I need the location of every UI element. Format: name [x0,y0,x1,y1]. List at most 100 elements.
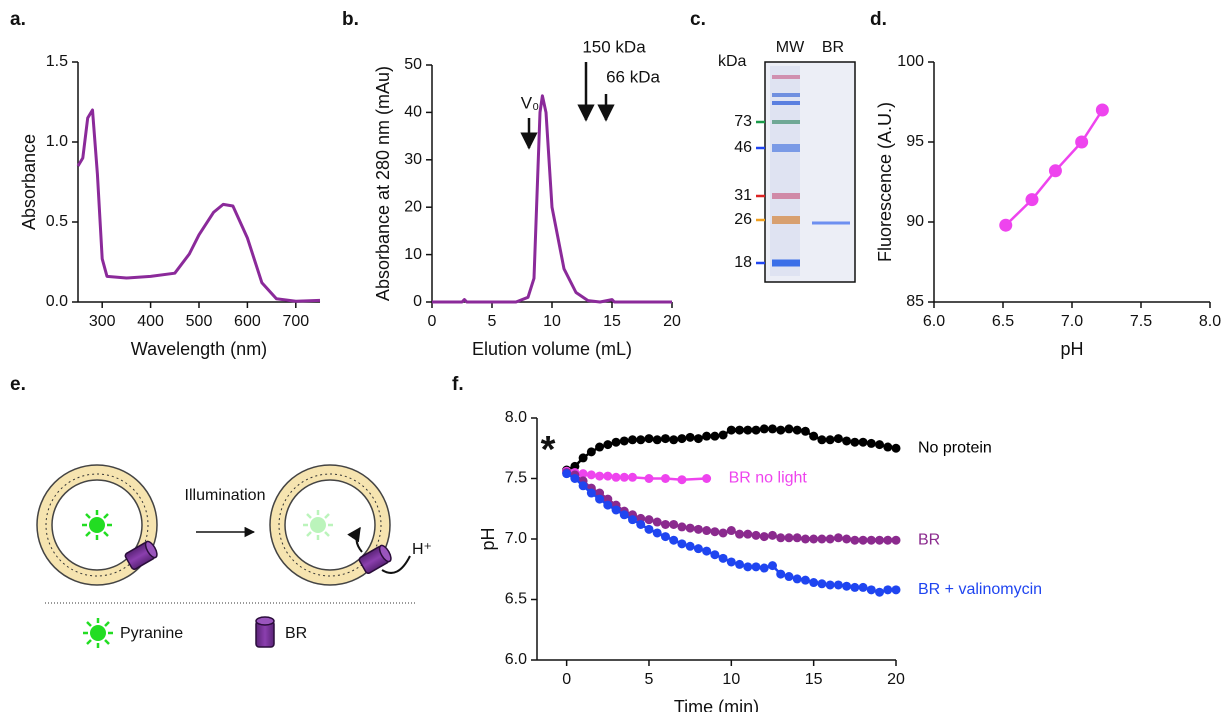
data-point [850,582,860,592]
data-point [586,488,596,498]
data-point [866,438,876,448]
data-point [809,534,819,544]
data-point [825,580,835,590]
gel-unit: kDa [718,53,747,70]
data-point [792,425,802,435]
data-point [735,559,745,569]
data-point [735,425,745,435]
data-point [883,535,893,545]
annotation: * [541,429,556,471]
y-tick-label: 85 [906,293,924,310]
data-point [875,440,885,450]
data-point [660,434,670,444]
y-tick-label: 8.0 [505,409,527,426]
data-point [792,533,802,543]
data-point [759,424,769,434]
legend-label: Pyranine [120,625,183,642]
data-point [693,524,703,534]
data-point [842,581,852,591]
data-point [702,474,712,483]
y-tick-label: 50 [404,56,422,73]
data-point [883,442,893,452]
data-point [660,474,670,483]
data-point [636,435,646,445]
series-label: BR no light [729,470,808,487]
panel-label: d. [870,9,887,30]
data-point [776,533,786,543]
y-tick-label: 0.0 [46,293,68,310]
data-point [1075,135,1089,149]
y-tick-label: 0 [413,293,422,310]
proton-path [381,555,411,574]
data-point [751,530,761,540]
data-point [578,453,588,463]
data-point [776,425,786,435]
x-axis-title: Time (min) [674,697,759,712]
y-tick-label: 90 [906,213,924,230]
data-point [718,528,728,538]
membrane [45,473,149,577]
y-tick-label: 6.5 [505,591,527,608]
x-tick-label: 400 [137,313,164,330]
x-tick-label: 600 [234,313,261,330]
data-point [850,535,860,545]
data-point [578,469,588,479]
data-point [767,424,777,434]
data-point [726,557,736,567]
data-point [710,550,720,560]
data-point [619,472,629,482]
data-point [652,528,662,538]
x-tick-label: 7.0 [1061,313,1083,330]
marker-label: 31 [734,187,752,204]
x-tick-label: 300 [89,313,116,330]
gel-panel: c. kDa MW BR 73 46 31 26 18 [690,9,856,283]
data-point [718,553,728,563]
data-point [735,529,745,539]
y-tick-label: 7.5 [505,470,527,487]
data-point [858,437,868,447]
data-point [866,535,876,545]
data-point [644,524,654,534]
data-point [743,425,753,435]
data-point [628,472,638,482]
data-point [743,529,753,539]
annotation: 66 kDa [606,67,660,86]
data-point [619,510,629,520]
data-point [685,523,695,533]
data-point [792,574,802,584]
panel-label: c. [690,9,706,30]
data-point [784,424,794,434]
x-tick-label: 15 [603,313,621,330]
panel-label: b. [342,9,359,30]
data-point [693,434,703,444]
y-axis-title: Absorbance at 280 nm (mAu) [373,66,393,301]
x-tick-label: 10 [543,313,561,330]
series-label: BR [918,531,940,548]
data-point [767,530,777,540]
data-point [891,535,901,545]
chart-panel: f. 6.0 6.5 7.0 7.5 8.0 0 5 10 15 20 Time (min) pH No … [452,374,1042,712]
marker-label: 73 [734,113,752,130]
data-point [603,471,613,481]
pyranine-icon [80,508,114,542]
data-point [652,435,662,445]
data-point [562,469,572,479]
data-point [660,532,670,542]
data-line [566,427,897,472]
legend-label: BR [285,625,307,642]
data-point [999,218,1013,232]
x-tick-label: 700 [282,313,309,330]
y-tick-label: 20 [404,198,422,215]
panel-label: e. [10,374,26,395]
series-label: BR + valinomycin [918,581,1042,598]
lane-label: MW [776,39,805,56]
data-point [677,434,687,444]
data-point [858,535,868,545]
data-point [825,435,835,445]
schematic-panel: e. Illumination H⁺ Pyranine BR [10,374,432,650]
data-point [1095,103,1109,117]
data-point [817,435,827,445]
data-point [759,563,769,573]
data-point [570,474,580,483]
